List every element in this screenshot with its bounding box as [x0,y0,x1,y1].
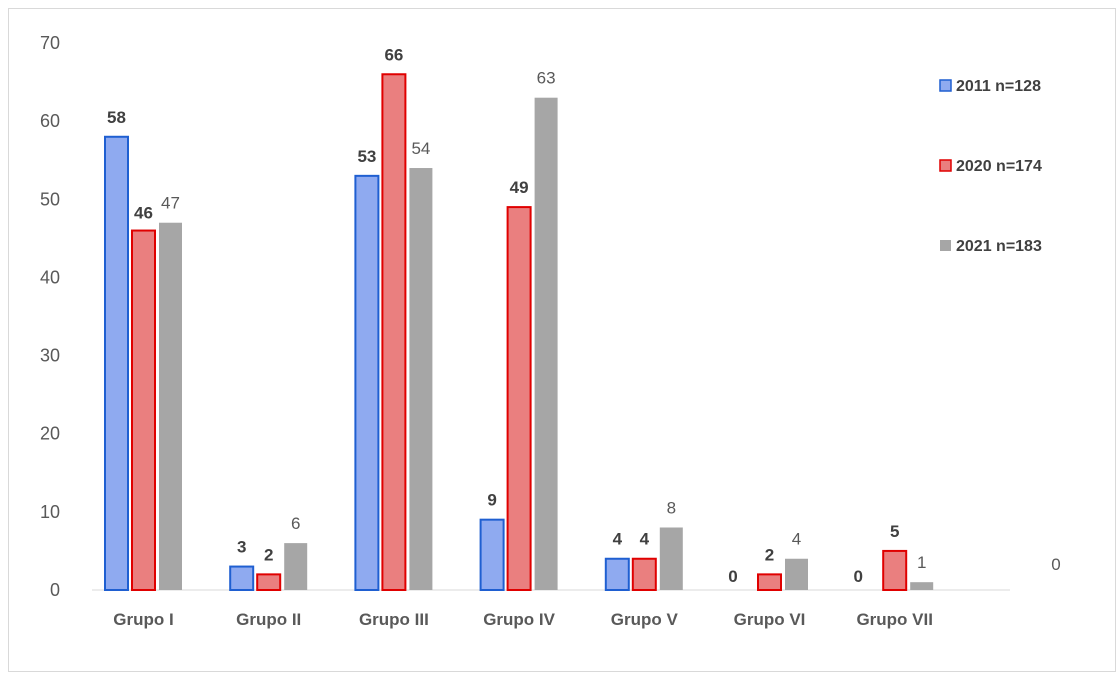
data-label: 3 [237,538,246,557]
bar-3-2 [284,543,308,590]
legend-label: 2011 n=128 [956,78,1041,95]
data-label: 4 [613,530,623,549]
y-tick-label: 0 [50,580,60,600]
category-label: Grupo VII [856,610,933,629]
legend-label: 2020 n=174 [956,158,1042,175]
legend-swatch [940,240,951,251]
data-label: 66 [384,45,403,64]
bar-2-3 [381,73,407,591]
data-label: 0 [853,567,862,586]
y-tick-label: 60 [40,111,60,131]
data-label: 46 [134,204,153,223]
category-label: Grupo VI [734,610,806,629]
data-label: 1 [917,553,926,572]
category-label: Grupo I [113,610,173,629]
category-label: Grupo III [359,610,429,629]
data-label: 54 [411,139,430,158]
bar-2-6 [757,573,782,591]
legend-swatch [939,159,952,172]
y-tick-label: 30 [40,346,60,366]
data-label: 2 [765,545,774,564]
bar-2-5 [631,557,657,592]
y-axis-ticks: 0 10 20 30 40 50 60 70 [40,33,60,600]
bar-3-3 [409,168,433,590]
data-label: 0 [728,567,737,586]
legend: 2011 n=128 2020 n=174 2021 n=183 [939,78,1042,255]
category-label: Grupo V [611,610,679,629]
y-tick-label: 20 [40,424,60,444]
bar-3-4 [534,97,558,590]
data-label: 5 [890,522,899,541]
extra-data-label: 0 [1051,555,1060,574]
data-label: 47 [161,194,180,213]
data-label: 63 [537,69,556,88]
legend-swatch [939,79,952,92]
bar-2-2 [256,573,282,591]
chart-frame [8,8,1116,672]
data-label: 58 [107,108,126,127]
category-label: Grupo IV [483,610,555,629]
y-tick-label: 70 [40,33,60,53]
bar-3-7 [910,582,934,590]
bar-1-2 [229,565,255,591]
data-label: 2 [264,545,273,564]
bar-3-6 [785,558,808,590]
data-label: 9 [487,491,496,510]
bars [104,73,934,592]
bar-1-4 [479,518,505,592]
data-label: 4 [640,530,650,549]
bar-3-5 [659,527,683,590]
data-label: 6 [291,514,300,533]
data-label: 8 [667,498,676,517]
x-axis-categories: Grupo I Grupo II Grupo III Grupo IV Grupo V G… [113,610,933,629]
bar-1-1 [104,135,129,591]
data-label: 4 [792,530,801,549]
y-tick-label: 50 [40,189,60,209]
data-label: 53 [357,147,376,166]
category-label: Grupo II [236,610,301,629]
bar-2-7 [882,549,908,592]
bar-1-3 [354,174,380,591]
legend-label: 2021 n=183 [956,238,1042,255]
bar-2-1 [131,229,156,592]
y-tick-label: 10 [40,502,60,522]
bar-3-1 [159,222,182,590]
bar-1-5 [604,557,630,592]
y-tick-label: 40 [40,267,60,287]
bar-2-4 [506,206,532,591]
data-label: 49 [510,178,529,197]
